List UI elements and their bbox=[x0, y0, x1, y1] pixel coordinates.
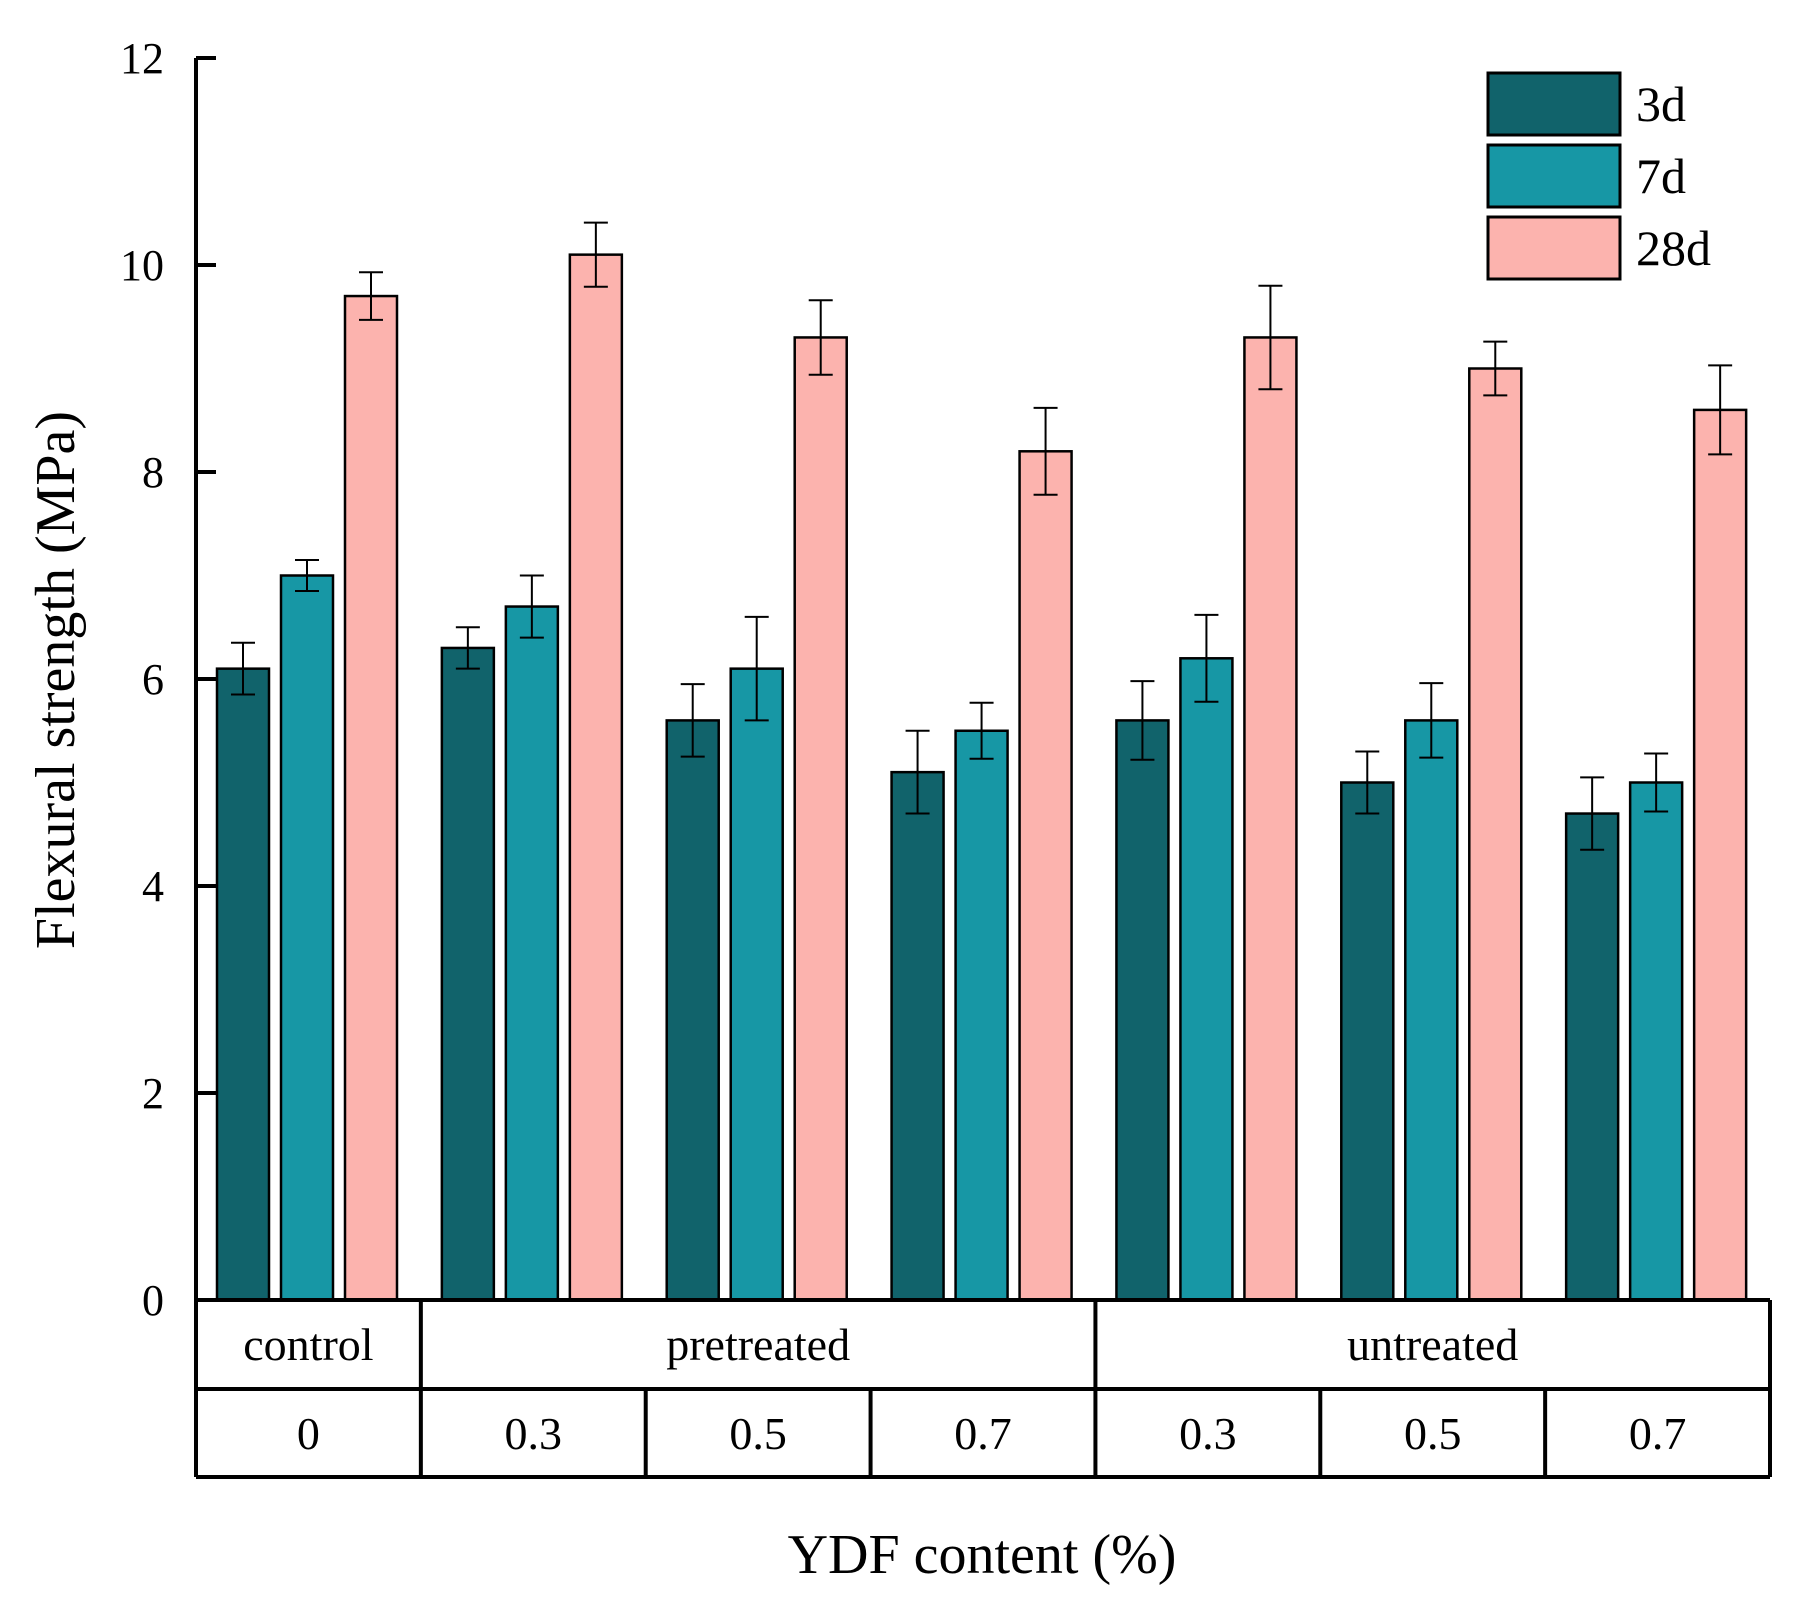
bar-28d-1 bbox=[568, 253, 624, 1302]
category-label-4: 0.3 bbox=[1179, 1408, 1237, 1459]
bar-28d-4 bbox=[1243, 336, 1298, 1302]
bar-7d-2 bbox=[729, 667, 784, 1302]
category-label-0: 0 bbox=[297, 1408, 320, 1459]
legend-label-7d: 7d bbox=[1636, 148, 1686, 204]
category-table: control pretreated untreated 0 0.3 0.5 0.7 0.3 0… bbox=[194, 1298, 1772, 1479]
y-tick-label-8: 8 bbox=[142, 448, 164, 497]
y-tick-label-4: 4 bbox=[142, 862, 164, 911]
y-tick-label-12: 12 bbox=[120, 34, 164, 83]
bar-7d-4 bbox=[1179, 657, 1234, 1302]
y-tick-label-0: 0 bbox=[142, 1276, 164, 1325]
y-tick-label-6: 6 bbox=[142, 655, 164, 704]
bar-3d-5 bbox=[1340, 781, 1395, 1302]
group-label-0: control bbox=[243, 1319, 373, 1370]
group-label-1: pretreated bbox=[666, 1319, 850, 1370]
bar-7d-0 bbox=[279, 574, 335, 1302]
y-axis-title: Flexural strength (MPa) bbox=[25, 411, 87, 949]
bar-3d-3 bbox=[890, 770, 945, 1302]
bar-7d-5 bbox=[1404, 719, 1459, 1302]
legend-swatch-28d bbox=[1486, 215, 1622, 281]
bar-7d-3 bbox=[954, 729, 1009, 1302]
x-axis-title: YDF content (%) bbox=[788, 1524, 1177, 1586]
category-label-3: 0.7 bbox=[954, 1408, 1012, 1459]
bar-28d-6 bbox=[1692, 408, 1748, 1302]
legend-swatch-7d bbox=[1486, 143, 1622, 209]
bar-3d-2 bbox=[665, 719, 720, 1302]
legend: 3d 7d 28d bbox=[1486, 71, 1711, 281]
bar-3d-0 bbox=[215, 667, 271, 1302]
category-label-1: 0.3 bbox=[505, 1408, 563, 1459]
bar-28d-5 bbox=[1468, 367, 1523, 1302]
legend-label-3d: 3d bbox=[1636, 76, 1686, 132]
legend-swatch-3d bbox=[1486, 71, 1622, 137]
bars-layer bbox=[215, 221, 1748, 1302]
bar-28d-2 bbox=[793, 336, 848, 1302]
y-tick-label-10: 10 bbox=[120, 241, 164, 290]
bar-7d-1 bbox=[504, 605, 560, 1302]
category-label-5: 0.5 bbox=[1404, 1408, 1462, 1459]
bar-28d-3 bbox=[1018, 450, 1073, 1302]
bar-7d-6 bbox=[1628, 781, 1684, 1302]
group-label-2: untreated bbox=[1347, 1319, 1518, 1370]
bar-3d-6 bbox=[1564, 812, 1620, 1302]
bar-3d-1 bbox=[440, 646, 496, 1302]
category-label-2: 0.5 bbox=[729, 1408, 787, 1459]
bar-28d-0 bbox=[343, 294, 399, 1302]
y-tick-label-2: 2 bbox=[142, 1069, 164, 1118]
axes: 0 2 4 6 8 10 12 bbox=[120, 34, 216, 1325]
category-label-6: 0.7 bbox=[1629, 1408, 1687, 1459]
bar-3d-4 bbox=[1115, 719, 1170, 1302]
legend-label-28d: 28d bbox=[1636, 220, 1711, 276]
